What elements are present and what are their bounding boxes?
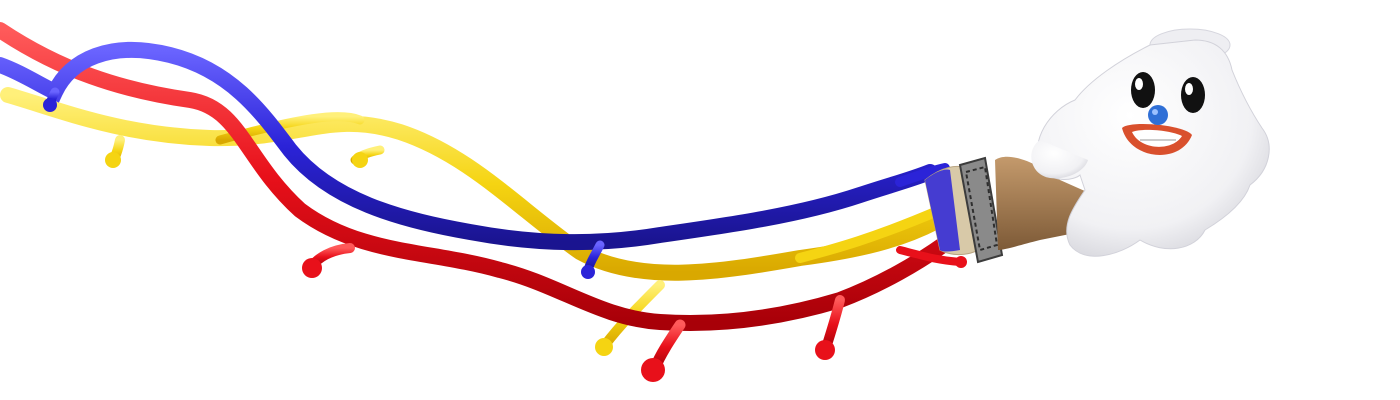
nose-icon (1148, 105, 1168, 125)
red-paint-stream (0, 22, 967, 382)
mouth-icon (1122, 124, 1192, 155)
eye-right-icon (1181, 77, 1205, 113)
glove-mascot-icon (1031, 28, 1270, 257)
eye-left-icon (1131, 72, 1155, 108)
blue-paint-stream (0, 41, 950, 279)
